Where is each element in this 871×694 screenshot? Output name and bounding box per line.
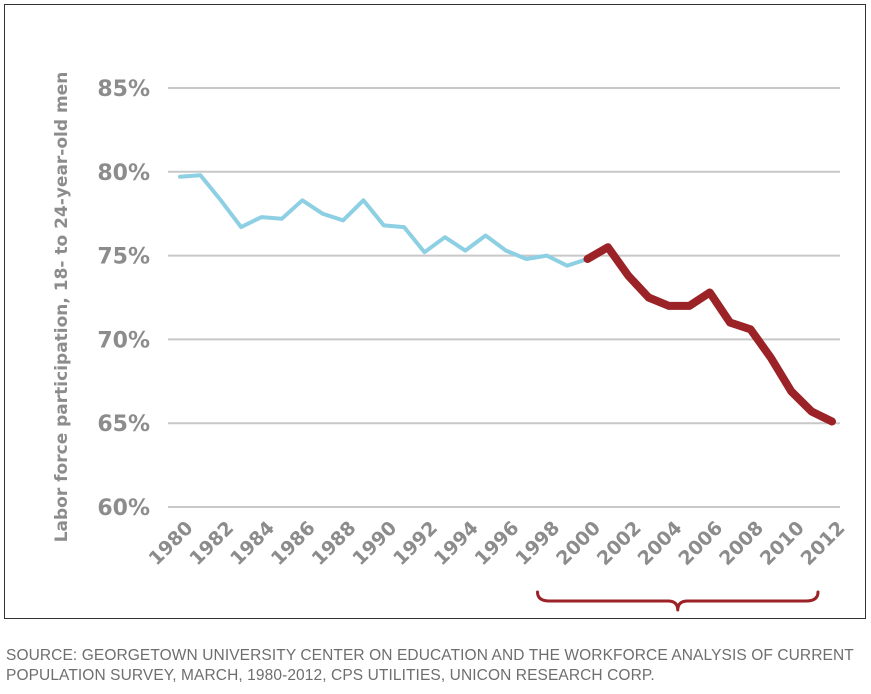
x-tick-label: 2012: [797, 517, 850, 570]
y-tick-label: 70%: [97, 328, 150, 353]
x-tick-label: 1990: [348, 517, 401, 570]
y-axis-ticks: 85% 80% 75% 70% 65% 60%: [97, 77, 150, 521]
x-tick-label: 2004: [634, 517, 687, 570]
x-tick-label: 1992: [389, 517, 442, 570]
x-tick-label: 2006: [674, 517, 727, 570]
x-tick-label: 2002: [593, 517, 646, 570]
x-tick-label: 2000: [552, 517, 605, 570]
y-tick-label: 60%: [97, 496, 150, 521]
y-axis-label: Labor force participation, 18- to 24-yea…: [52, 72, 72, 543]
x-tick-label: 2008: [715, 517, 768, 570]
x-tick-label: 1988: [308, 517, 361, 570]
line-chart: 85%80%75%70%65%60% 198019821984198619881…: [52, 72, 850, 612]
series-lines: [178, 173, 836, 426]
y-tick-label: 75%: [97, 245, 150, 270]
x-tick-label: 1994: [430, 517, 483, 570]
x-tick-label: 2010: [756, 517, 809, 570]
x-tick-label: 1984: [226, 517, 279, 570]
series-line-2: [583, 243, 836, 426]
grid-lines: [168, 87, 840, 508]
x-tick-label: 1980: [145, 517, 198, 570]
source-note: SOURCE: GEORGETOWN UNIVERSITY CENTER ON …: [6, 647, 854, 684]
x-tick-label: 1982: [185, 517, 238, 570]
x-tick-label: 1996: [471, 517, 524, 570]
brace-annotation: [536, 590, 820, 612]
x-tick-label: 1986: [267, 517, 320, 570]
y-tick-label: 80%: [97, 161, 150, 186]
x-tick-label: 1998: [511, 517, 564, 570]
y-tick-label: 65%: [97, 412, 150, 437]
x-axis-ticks: 1980198219841986198819901992199419961998…: [145, 517, 850, 570]
series-line-1: [178, 173, 590, 268]
y-tick-label: 85%: [97, 77, 150, 102]
annotations: [536, 590, 820, 612]
